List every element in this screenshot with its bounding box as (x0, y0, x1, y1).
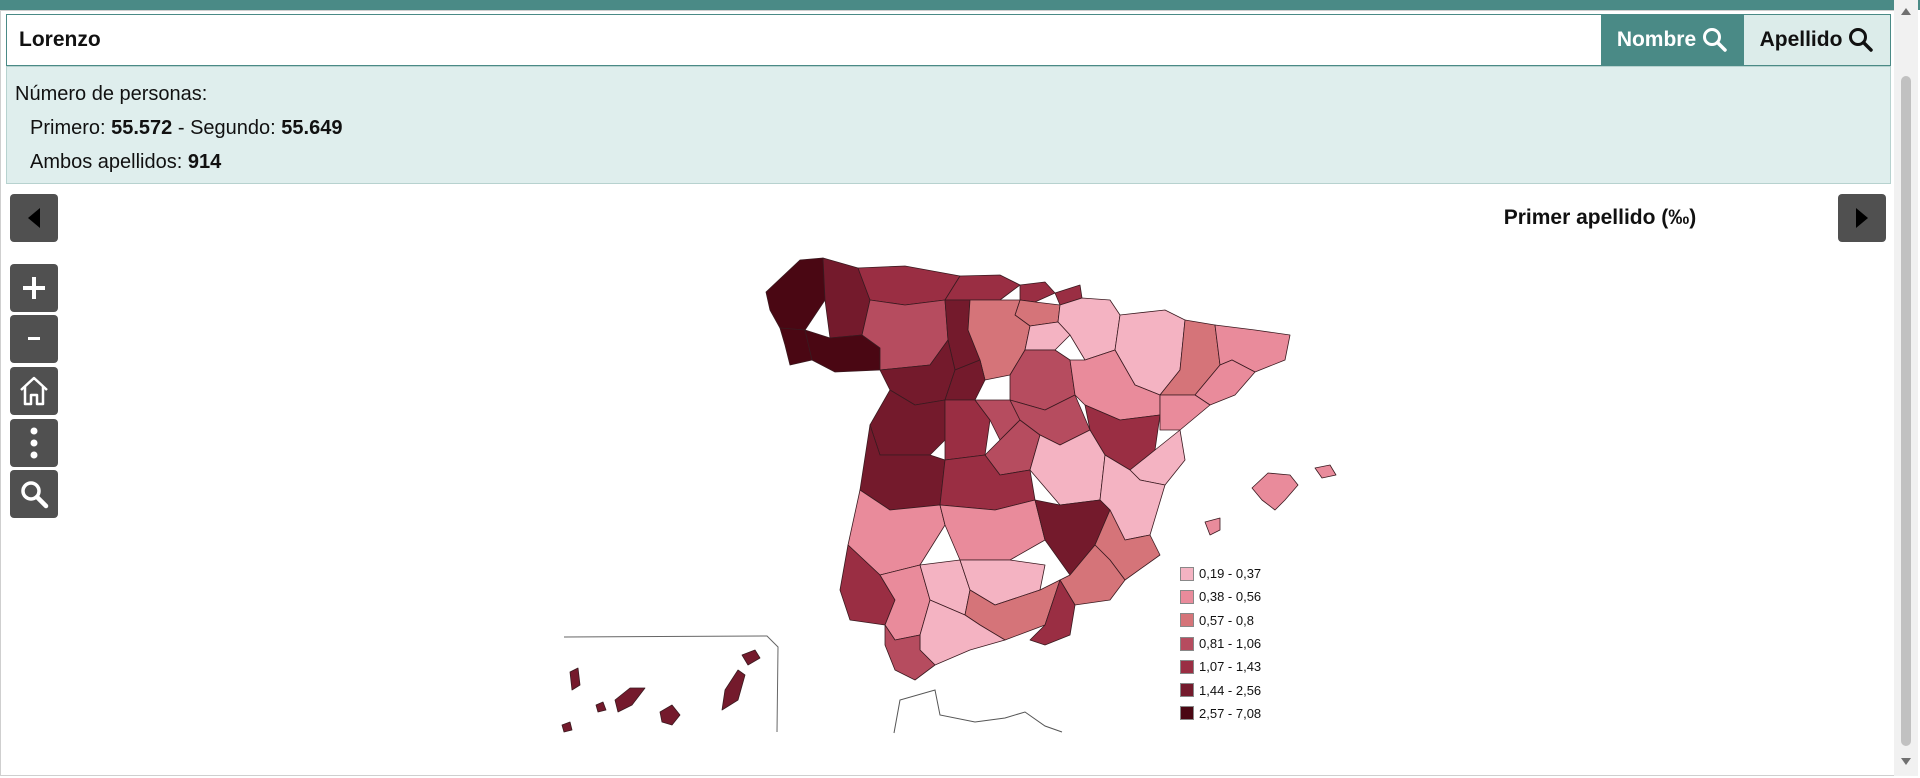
apellido-search-button[interactable]: Apellido (1744, 15, 1890, 65)
province-baleares-mallorca[interactable] (1251, 472, 1299, 511)
previous-map-button[interactable] (10, 194, 58, 242)
province-canarias-la-palma[interactable] (569, 667, 581, 691)
legend-item: 1,44 - 2,56 (1180, 678, 1261, 701)
province-cadiz[interactable] (884, 624, 936, 681)
legend-swatch (1180, 589, 1194, 604)
minus-icon (28, 337, 40, 340)
legend-item: 0,19 - 0,37 (1180, 562, 1261, 585)
province-asturias[interactable] (857, 265, 961, 306)
search-icon (1849, 28, 1874, 52)
legend-item: 0,81 - 1,06 (1180, 632, 1261, 655)
province-baleares-ibiza[interactable] (1204, 517, 1221, 536)
legend-swatch (1180, 683, 1194, 698)
arrow-right-icon (1856, 208, 1868, 228)
north-africa-coast (893, 689, 1063, 734)
province-valladolid[interactable] (944, 359, 986, 401)
legend-label: 0,38 - 0,56 (1199, 589, 1262, 605)
province-a-coruna[interactable] (765, 257, 826, 331)
legend-item: 0,57 - 0,8 (1180, 609, 1261, 632)
legend-item: 2,57 - 7,08 (1180, 702, 1261, 725)
province-ciudad-real[interactable] (939, 499, 1046, 561)
province-canarias-gran-canaria[interactable] (659, 704, 681, 726)
legend-label: 0,19 - 0,37 (1199, 566, 1262, 582)
province-canarias-fuerteventura[interactable] (721, 669, 746, 711)
province-canarias-lanzarote[interactable] (741, 649, 761, 666)
nombre-button-label: Nombre (1616, 28, 1697, 51)
map-legend: 0,19 - 0,37 0,38 - 0,56 0,57 - 0,8 0,81 … (1180, 562, 1261, 725)
both-surnames-count: Ambos apellidos: 914 (15, 145, 1882, 179)
province-pontevedra[interactable] (779, 327, 813, 366)
search-icon (21, 481, 49, 509)
home-button[interactable] (10, 367, 58, 415)
legend-label: 1,44 - 2,56 (1199, 682, 1262, 698)
segundo-value: 55.649 (281, 117, 343, 139)
province-tarragona[interactable] (1159, 394, 1211, 431)
scroll-up-arrow-icon[interactable] (1901, 8, 1911, 15)
ambos-label: Ambos apellidos: (30, 151, 188, 173)
legend-label: 2,57 - 7,08 (1199, 705, 1262, 721)
province-canarias-gomera[interactable] (595, 701, 607, 713)
apellido-button-label: Apellido (1759, 28, 1843, 51)
legend-item: 1,07 - 1,43 (1180, 655, 1261, 678)
province-murcia[interactable] (1059, 544, 1126, 606)
vertical-scrollbar[interactable] (1894, 0, 1918, 776)
surname-search-input[interactable] (7, 15, 1601, 65)
province-baleares-menorca[interactable] (1314, 464, 1337, 479)
legend-label: 1,07 - 1,43 (1199, 659, 1262, 675)
canary-inset-border (563, 635, 779, 733)
legend-swatch (1180, 706, 1194, 721)
search-icon (1703, 28, 1727, 52)
zoom-out-button[interactable] (10, 315, 58, 363)
province-la-rioja[interactable] (1024, 321, 1071, 351)
plus-icon (23, 277, 45, 299)
spain-province-map[interactable] (540, 250, 1340, 750)
nombre-search-button[interactable]: Nombre (1601, 15, 1744, 65)
person-count-panel: Número de personas: Primero: 55.572 - Se… (6, 66, 1891, 184)
legend-item: 0,38 - 0,56 (1180, 585, 1261, 608)
ambos-value: 914 (187, 151, 222, 173)
scroll-thumb[interactable] (1901, 76, 1911, 746)
legend-swatch (1180, 566, 1194, 581)
top-accent-bar (0, 0, 1920, 10)
legend-swatch (1180, 636, 1194, 651)
legend-label: 0,57 - 0,8 (1199, 612, 1254, 628)
arrow-left-icon (28, 208, 40, 228)
segundo-label: - Segundo: (172, 117, 282, 139)
count-heading: Número de personas: (15, 83, 208, 105)
province-almeria[interactable] (1029, 579, 1076, 646)
vertical-dots-icon (30, 427, 38, 459)
legend-swatch (1180, 659, 1194, 674)
search-bar: Nombre Apellido (6, 14, 1891, 66)
first-second-count: Primero: 55.572 - Segundo: 55.649 (15, 111, 1882, 145)
primero-label: Primero: (30, 117, 112, 139)
province-cuenca[interactable] (1029, 429, 1106, 506)
scroll-down-arrow-icon[interactable] (1901, 758, 1911, 765)
legend-label: 0,81 - 1,06 (1199, 636, 1262, 652)
home-icon (20, 376, 48, 406)
province-canarias-tenerife[interactable] (614, 687, 646, 713)
province-canarias-hierro[interactable] (561, 721, 573, 733)
province-navarra[interactable] (1057, 297, 1121, 361)
map-title: Primer apellido (‰) (1503, 206, 1697, 229)
legend-swatch (1180, 613, 1194, 628)
more-options-button[interactable] (10, 419, 58, 467)
province-bizkaia[interactable] (1019, 281, 1056, 303)
next-map-button[interactable] (1838, 194, 1886, 242)
zoom-in-button[interactable] (10, 264, 58, 312)
map-search-button[interactable] (10, 470, 58, 518)
primero-value: 55.572 (111, 117, 173, 139)
